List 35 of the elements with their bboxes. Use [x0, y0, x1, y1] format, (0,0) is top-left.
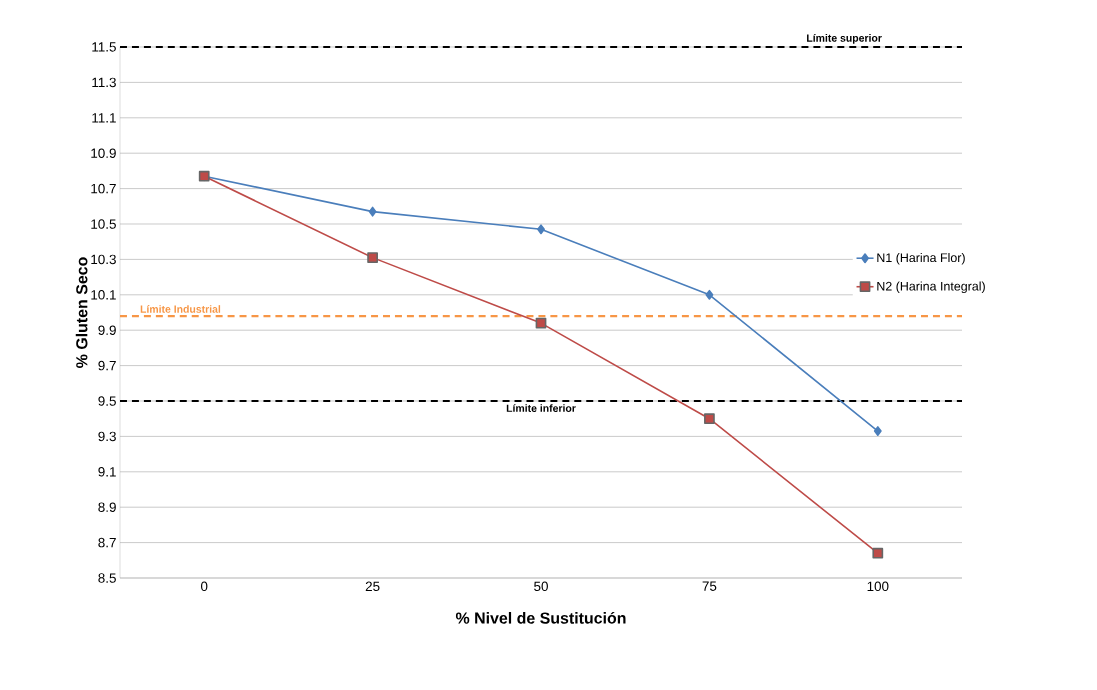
point: [873, 426, 882, 437]
x-tick-label: 75: [702, 581, 717, 591]
y-tick-label: 11.1: [92, 113, 116, 123]
point: [704, 413, 715, 425]
x-tick-label: 25: [365, 581, 380, 592]
y-tick-label: 8.9: [98, 502, 116, 512]
y-tick-label: 11.3: [92, 77, 116, 88]
y-tick-label: 10.7: [91, 183, 116, 194]
legend-label: N2 (Harina Integral): [877, 281, 985, 294]
y-tick-label: 9.1: [98, 467, 116, 477]
ref-line-label: Límite superior: [807, 33, 882, 44]
y-tick-label: 11.5: [92, 42, 116, 52]
y-tick-label: 9.9: [98, 325, 116, 335]
y-tick-label: 9.3: [98, 431, 116, 442]
legend-label: N1 (Harina Flor): [877, 252, 965, 265]
x-tick-label: 50: [534, 581, 548, 592]
y-tick-label: 10.5: [91, 219, 116, 229]
x-tick-label: 0: [200, 581, 208, 592]
y-tick-label: 9.5: [98, 396, 116, 406]
point: [872, 547, 884, 559]
y-tick-label: 8.5: [98, 573, 116, 583]
y-axis-title: % Gluten Seco: [75, 257, 88, 368]
y-tick-label: 8.7: [98, 537, 116, 548]
x-axis-title: % Nivel de Sustitución: [455, 611, 626, 624]
ref-line-label: Límite inferior: [506, 404, 576, 412]
point: [537, 224, 545, 235]
y-tick-label: 10.9: [91, 148, 116, 158]
y-tick-label: 10.1: [91, 290, 116, 300]
point: [368, 206, 377, 217]
y-tick-label: 9.7: [98, 360, 116, 371]
y-tick-label: 10.3: [91, 254, 116, 265]
ref-line-label: Límite Industrial: [140, 305, 221, 313]
point: [367, 252, 378, 264]
x-tick-label: 100: [867, 581, 889, 592]
point: [705, 289, 714, 300]
